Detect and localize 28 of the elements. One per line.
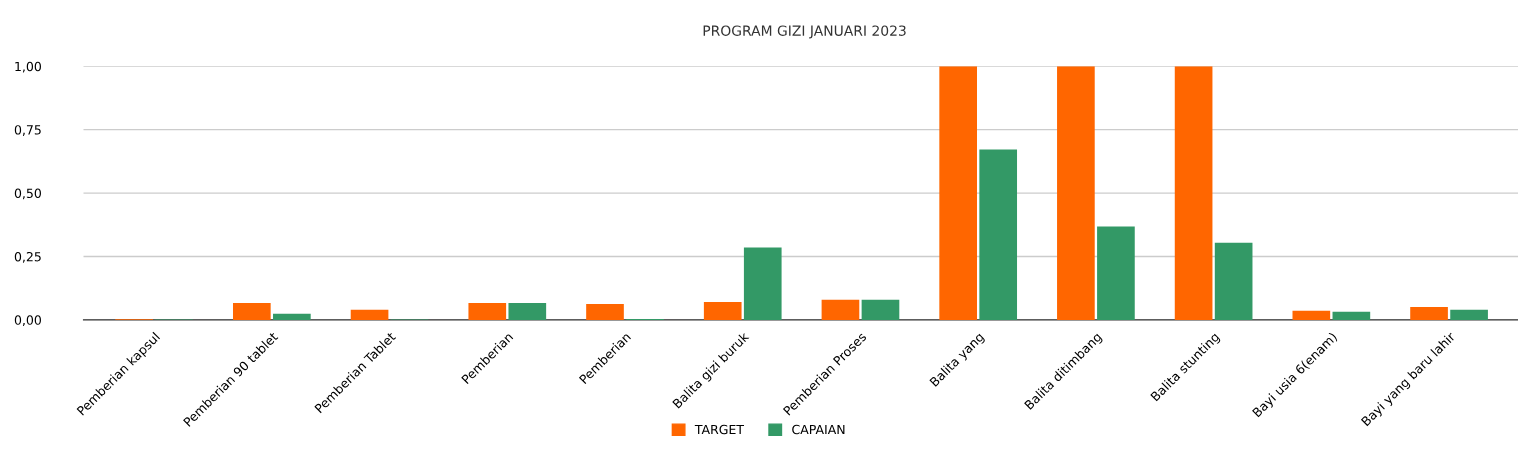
bar xyxy=(508,302,547,320)
bar xyxy=(821,299,860,320)
bar xyxy=(350,309,389,320)
bar xyxy=(979,149,1018,320)
y-tick-label: 0,25 xyxy=(14,251,41,263)
bar xyxy=(273,313,311,320)
bar xyxy=(1214,242,1253,320)
bar xyxy=(468,302,507,320)
bar xyxy=(586,303,624,320)
y-tick-label: 1,00 xyxy=(15,61,41,73)
bar xyxy=(939,66,977,320)
legend-label: CAPAIAN xyxy=(792,424,845,435)
legend-label: TARGET xyxy=(694,424,745,435)
chart-title: PROGRAM GIZI JANUARI 2023 xyxy=(703,25,906,39)
bar xyxy=(1174,66,1213,320)
y-tick-label: 0,00 xyxy=(14,315,41,327)
bar xyxy=(1097,226,1135,320)
bar xyxy=(743,247,782,320)
bar xyxy=(1410,306,1448,320)
bar xyxy=(1450,309,1488,320)
bar xyxy=(861,299,900,320)
bar xyxy=(233,302,271,320)
bar xyxy=(1292,310,1331,320)
y-tick-label: 0,50 xyxy=(14,188,41,200)
bar xyxy=(703,301,742,320)
bar xyxy=(1057,66,1095,320)
y-tick-label: 0,75 xyxy=(14,125,41,136)
bar xyxy=(1332,311,1371,320)
